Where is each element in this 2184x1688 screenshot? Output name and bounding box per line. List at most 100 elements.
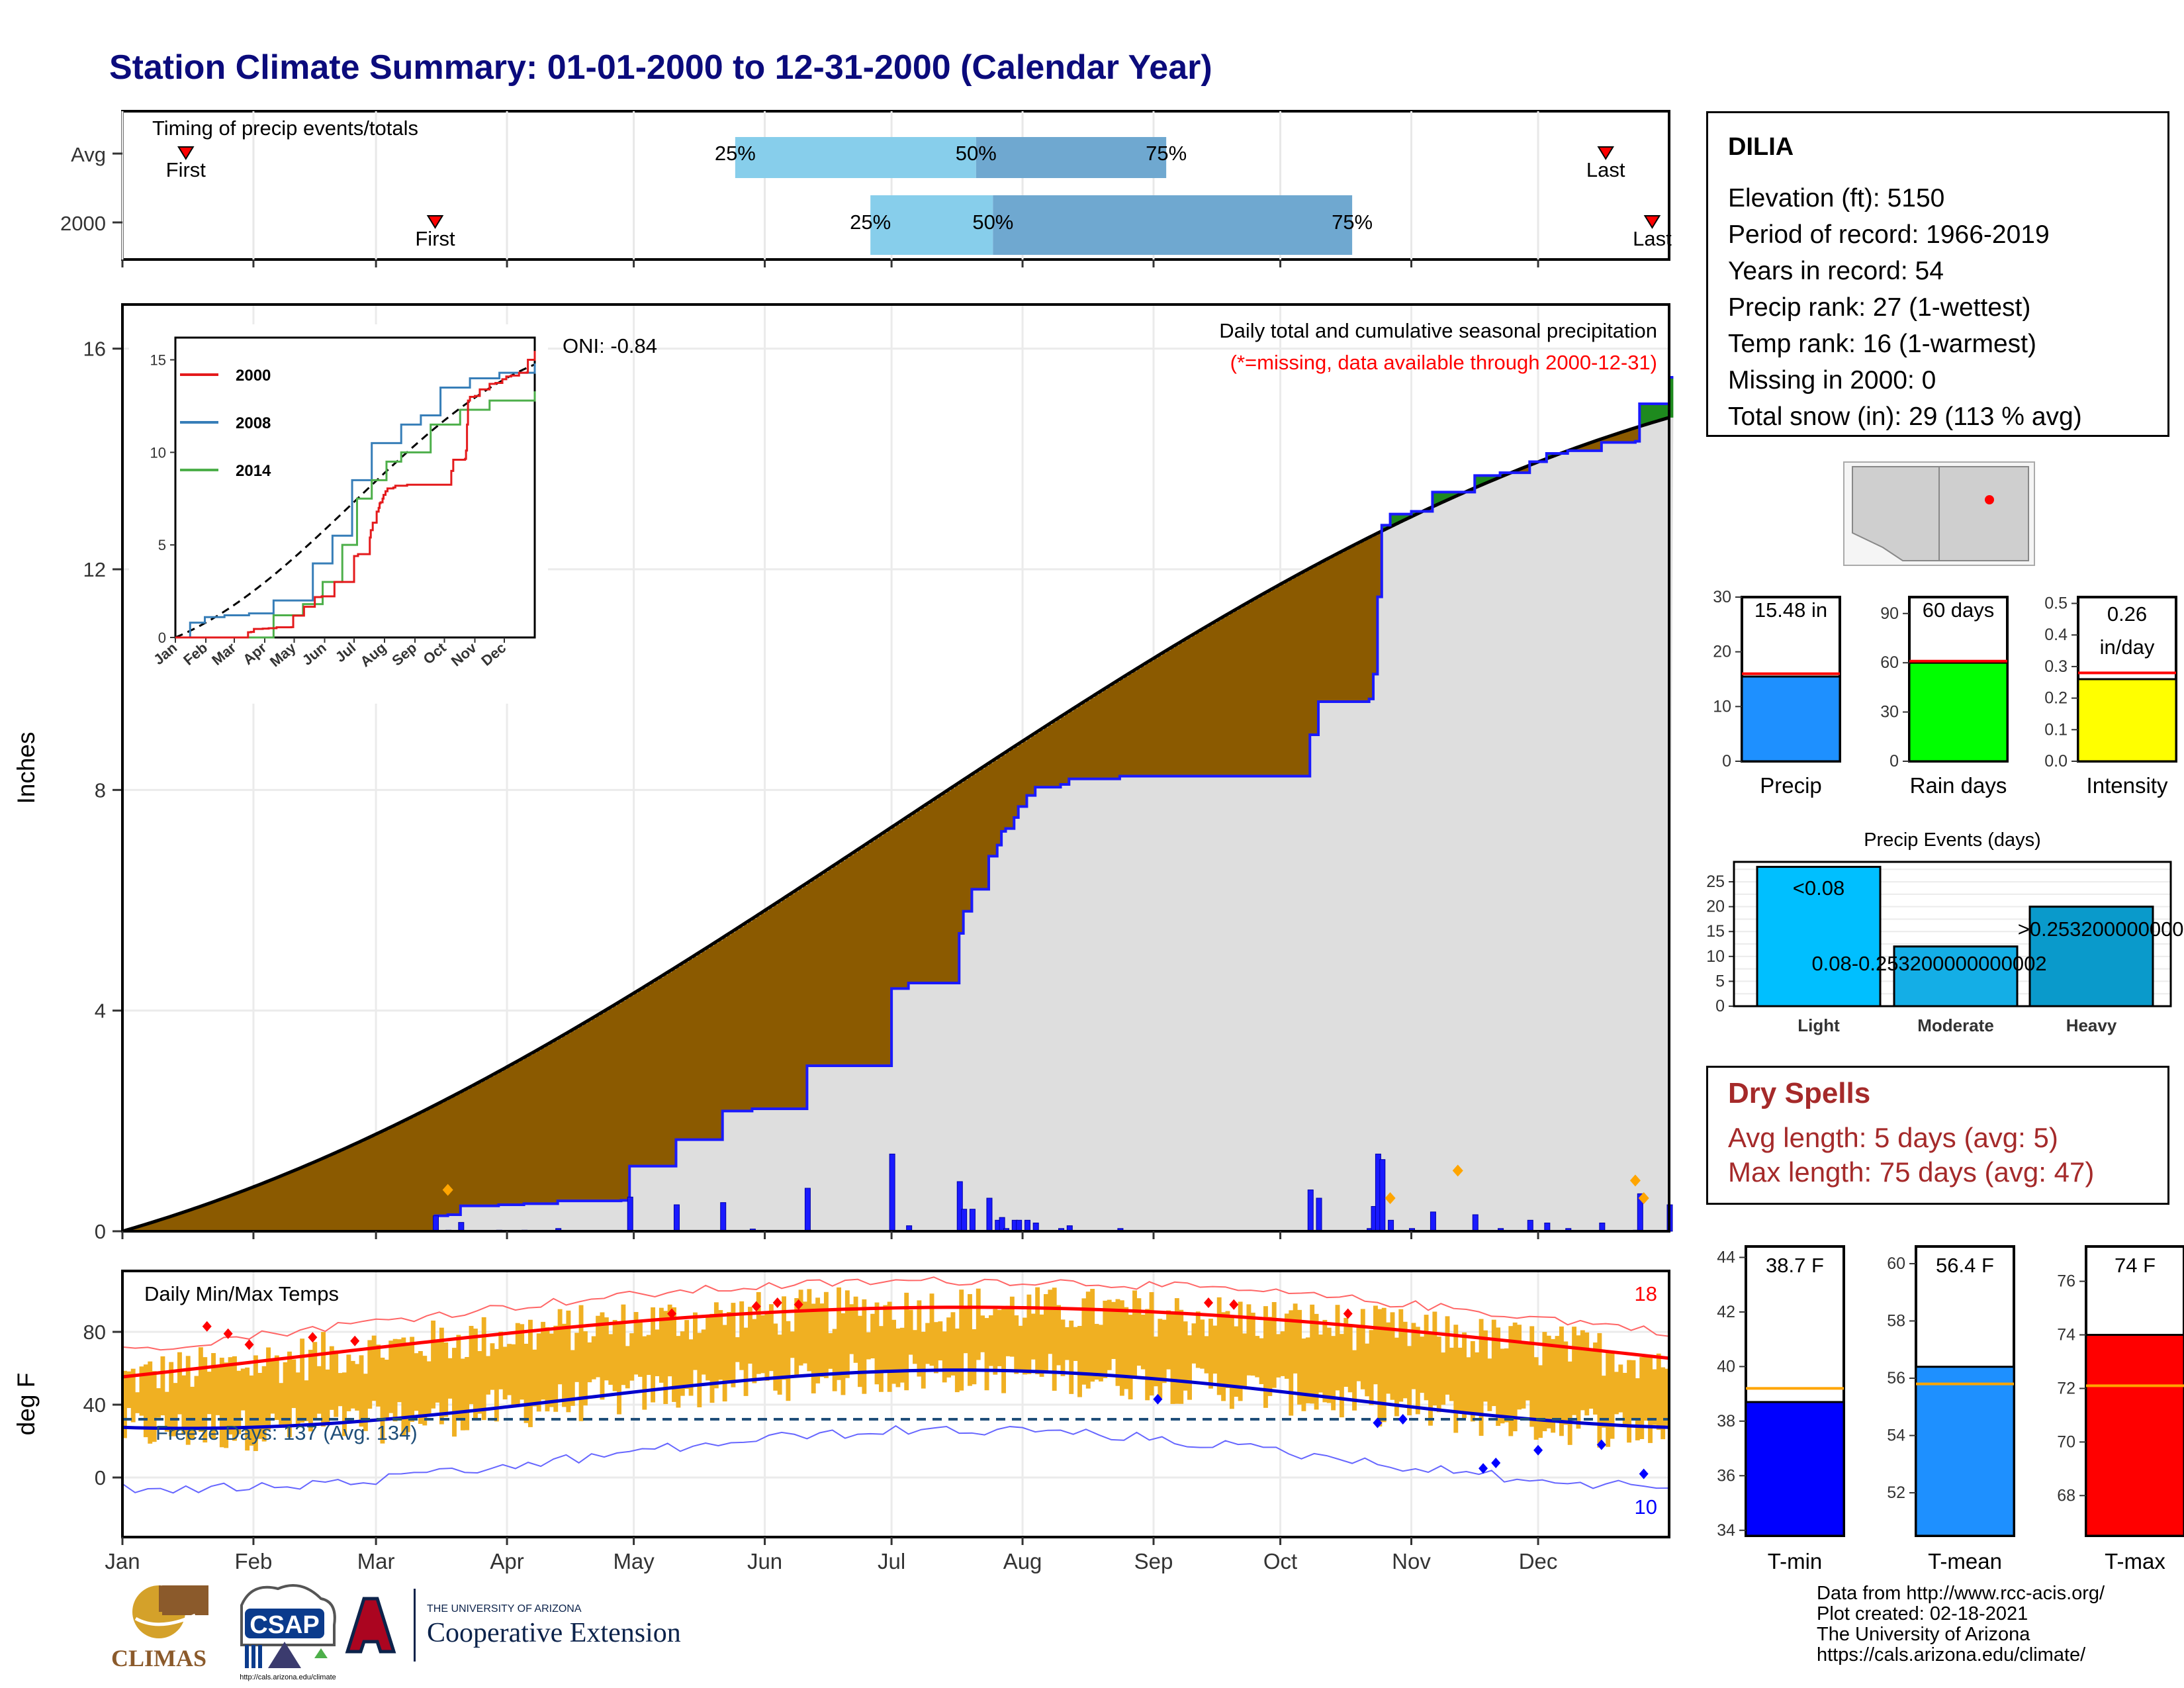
temp-daily-bar xyxy=(688,1339,694,1396)
temp-daily-bar xyxy=(122,1370,127,1438)
temp-daily-bar xyxy=(1293,1303,1298,1374)
inset-ytick-label: 0 xyxy=(158,630,166,646)
record-high-marker xyxy=(223,1328,233,1339)
precip-frame xyxy=(121,303,1670,1233)
temp-daily-bar xyxy=(418,1351,423,1425)
temp-daily-bar xyxy=(481,1317,486,1421)
temp-daily-bar xyxy=(1158,1319,1163,1399)
main-charts: Timing of precip events/totals Avg 25% 50% 7… xyxy=(13,110,1674,1573)
precip-avg-line xyxy=(122,416,1670,1233)
temp-daily-bar xyxy=(1094,1323,1099,1380)
temp-daily-bar xyxy=(1263,1306,1268,1408)
temp-daily-bar xyxy=(1289,1310,1294,1416)
temp-daily-bar xyxy=(908,1309,913,1355)
temp-daily-bar xyxy=(946,1317,952,1378)
month-axis: Jan Feb Mar Apr May Jun Jul Aug Sep Oct Nov Dec xyxy=(105,1231,1557,1573)
temp-daily-bar xyxy=(1614,1372,1619,1415)
month-label: Apr xyxy=(490,1549,523,1573)
snow-marker xyxy=(1629,1174,1641,1187)
temp-daily-bar xyxy=(1297,1309,1302,1405)
month-label: Sep xyxy=(1134,1549,1173,1573)
temp-daily-bar xyxy=(959,1289,964,1391)
temp-daily-bar xyxy=(904,1292,909,1391)
precip-ytick-label: 8 xyxy=(95,778,106,802)
temp-daily-bar xyxy=(659,1307,664,1383)
summary-label: Rain days xyxy=(1910,773,2007,798)
temp-daily-bar xyxy=(891,1319,896,1384)
summary-ytick-label: 10 xyxy=(1713,697,1731,716)
temp-daily-bar xyxy=(917,1300,922,1377)
events-frame xyxy=(1733,861,2172,1008)
temp-daily-bar xyxy=(443,1342,449,1417)
precip-daily-bar xyxy=(1379,1159,1386,1232)
temp-daily-bar xyxy=(743,1327,749,1396)
temp-daily-bar xyxy=(164,1391,169,1432)
temp-daily-bar xyxy=(1255,1336,1260,1378)
summary-ytick-label: 0.2 xyxy=(2044,689,2068,708)
tbar-ytick-label: 72 xyxy=(2057,1379,2075,1397)
snow-marker xyxy=(1385,1192,1396,1204)
temp-daily-bar xyxy=(245,1367,250,1451)
csap-logo: CSAP http://cals.arizona.edu/climate xyxy=(240,1584,336,1681)
temp-daily-bar xyxy=(815,1297,821,1383)
temp-daily-bar xyxy=(684,1320,690,1389)
events-bar-text: <0.08 xyxy=(1793,876,1844,900)
temp-daily-bar xyxy=(832,1329,837,1391)
temp-daily-bar xyxy=(617,1321,621,1415)
temp-daily-bar xyxy=(697,1333,702,1407)
temp-daily-bar xyxy=(1500,1348,1505,1424)
precip-daily-bar xyxy=(673,1204,680,1232)
temp-daily-bar xyxy=(933,1322,938,1374)
temp-daily-bar xyxy=(1381,1307,1387,1423)
temp-daily-bar xyxy=(591,1336,596,1380)
tbar-ytick-label: 56 xyxy=(1887,1369,1905,1387)
temp-daily-bar xyxy=(608,1334,614,1385)
temp-daily-bar xyxy=(1496,1327,1501,1427)
inset-ytick-label: 15 xyxy=(150,352,166,369)
temp-daily-bar xyxy=(211,1353,216,1439)
temp-daily-bar xyxy=(532,1349,537,1407)
temp-daily-bar xyxy=(426,1361,432,1416)
tbar-value: 56.4 F xyxy=(1936,1254,1994,1277)
temp-daily-bar xyxy=(1343,1317,1349,1387)
tbar-ytick-label: 36 xyxy=(1717,1466,1735,1485)
temp-daily-bar xyxy=(232,1356,237,1441)
temp-daily-bar xyxy=(1154,1336,1158,1387)
temp-daily-bar xyxy=(520,1324,525,1400)
temp-daily-bar xyxy=(291,1359,296,1409)
summary-ytick-label: 90 xyxy=(1880,604,1899,623)
events-xlabel: Light xyxy=(1797,1015,1840,1035)
temperature-panel: 0 40 80 deg F Daily Min/Max Temps 18 10 Freeze … xyxy=(13,1270,1670,1538)
temp-daily-bar xyxy=(1377,1309,1383,1427)
temp-daily-bar xyxy=(1179,1309,1184,1404)
tbar-label: T-mean xyxy=(1928,1549,2002,1573)
temp-ytick-label: 80 xyxy=(83,1321,106,1344)
csap-text: CSAP xyxy=(250,1611,320,1639)
temp-daily-bar xyxy=(316,1366,322,1414)
timing-first-label: First xyxy=(166,158,206,181)
temp-daily-bar xyxy=(1627,1360,1632,1443)
precip-daily-bar xyxy=(1430,1211,1436,1232)
temp-daily-bar xyxy=(545,1327,550,1412)
temp-daily-bar xyxy=(844,1290,850,1378)
temp-daily-bar xyxy=(312,1342,318,1419)
temp-daily-bar xyxy=(646,1335,651,1376)
precip-daily-bar xyxy=(1016,1219,1023,1232)
tbar-ytick-label: 52 xyxy=(1887,1483,1905,1502)
tbar-ytick-label: 74 xyxy=(2057,1326,2075,1344)
temp-daily-bar xyxy=(1322,1319,1328,1403)
month-label: Jun xyxy=(747,1549,782,1573)
temp-daily-bar xyxy=(253,1355,258,1452)
temp-daily-bar xyxy=(1238,1301,1243,1401)
tbar-ytick-label: 58 xyxy=(1887,1311,1905,1330)
temp-daily-bar xyxy=(1618,1364,1623,1413)
temp-daily-bar xyxy=(929,1293,934,1366)
temp-daily-bar xyxy=(1216,1297,1222,1395)
temp-daily-bar xyxy=(1542,1332,1547,1432)
temp-daily-bar xyxy=(300,1338,305,1423)
temp-daily-bar xyxy=(1470,1340,1475,1422)
month-label: Mar xyxy=(357,1549,395,1573)
temp-daily-bar xyxy=(1081,1298,1087,1385)
temp-daily-bar xyxy=(1149,1291,1154,1396)
precip-daily-bar xyxy=(720,1202,727,1232)
